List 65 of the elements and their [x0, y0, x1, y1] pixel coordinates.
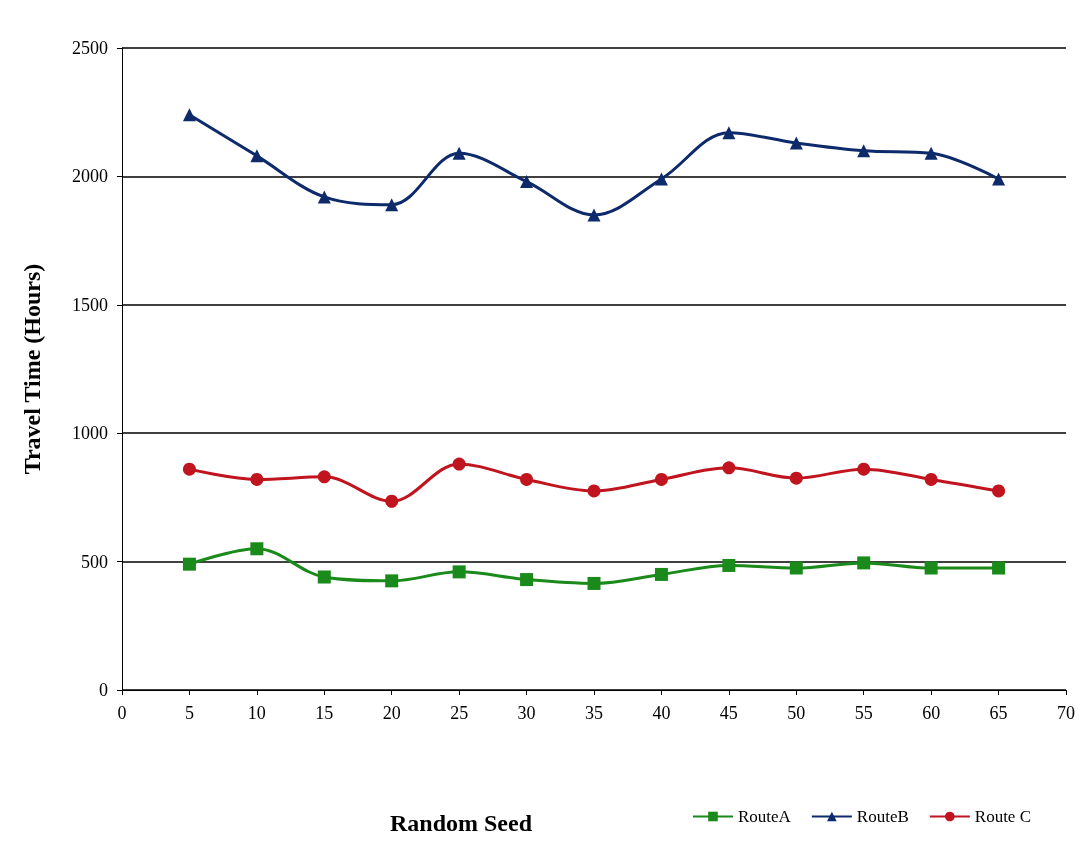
point [520, 175, 534, 189]
point [924, 472, 938, 486]
point [992, 484, 1006, 498]
x-tick-label: 20 [382, 703, 401, 723]
point [587, 484, 601, 498]
x-tick-label: 30 [517, 703, 536, 723]
point [317, 190, 331, 204]
point [520, 472, 534, 486]
point [789, 136, 803, 150]
point [250, 542, 264, 556]
x-tick-label: 35 [585, 703, 603, 723]
x-tick-label: 40 [652, 703, 671, 723]
point [520, 573, 534, 587]
point [654, 472, 668, 486]
x-tick-label: 65 [989, 703, 1008, 723]
point [250, 472, 264, 486]
y-tick-label: 500 [81, 551, 108, 572]
point [385, 198, 399, 212]
point [789, 561, 803, 575]
y-tick-label: 2500 [72, 38, 108, 58]
x-axis-title: Random Seed [390, 810, 533, 836]
point [385, 574, 399, 588]
point [385, 494, 399, 508]
point [992, 172, 1006, 186]
legend-label: Route C [974, 807, 1032, 826]
x-tick-label: 55 [854, 703, 873, 723]
point [452, 457, 466, 471]
point [992, 561, 1006, 575]
point [857, 144, 871, 158]
point [654, 172, 668, 186]
point [317, 470, 331, 484]
y-tick-label: 2000 [72, 166, 108, 187]
legend-label: RouteA [737, 807, 792, 826]
x-tick-label: 25 [450, 703, 469, 723]
x-tick-label: 50 [787, 703, 806, 723]
x-tick-label: 5 [184, 703, 194, 723]
x-tick-label: 45 [719, 703, 738, 723]
point [722, 126, 736, 140]
point [857, 462, 871, 476]
point [924, 146, 938, 160]
y-axis-title: Travel Time (Hours) [19, 263, 45, 475]
point [317, 570, 331, 584]
y-tick-label: 1500 [72, 294, 108, 315]
point [182, 557, 196, 571]
point [654, 567, 668, 581]
x-tick-label: 10 [247, 703, 266, 723]
point [924, 561, 938, 575]
point [587, 576, 601, 590]
point [182, 462, 196, 476]
point [452, 565, 466, 579]
x-tick-label: 15 [315, 703, 334, 723]
x-tick-label: 60 [922, 703, 941, 723]
point [722, 461, 736, 475]
legend-label: RouteB [856, 807, 909, 826]
y-tick-label: 1000 [72, 423, 108, 444]
y-tick-label: 0 [99, 680, 108, 700]
point [857, 556, 871, 570]
point [250, 149, 264, 163]
point [789, 471, 803, 485]
point [452, 146, 466, 160]
x-tick-label: 70 [1057, 703, 1075, 723]
point [722, 558, 736, 572]
point [587, 208, 601, 222]
x-tick-label: 0 [117, 703, 127, 723]
point [182, 108, 196, 122]
